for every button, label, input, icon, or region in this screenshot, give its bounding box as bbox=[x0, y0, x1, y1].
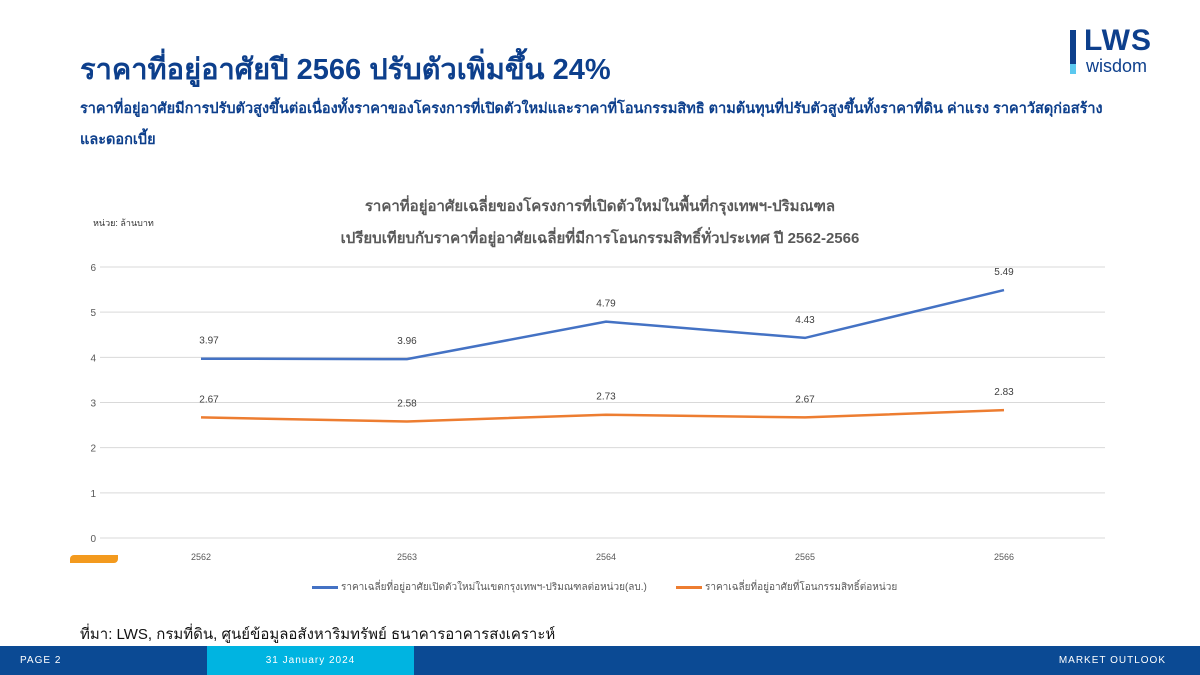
legend-item-transfers: ราคาเฉลี่ยที่อยู่อาศัยที่โอนกรรมสิทธิ์ต่… bbox=[676, 580, 897, 595]
footer: PAGE 2 31 January 2024 MARKET OUTLOOK bbox=[0, 646, 1200, 675]
lws-logo: LWS wisdom bbox=[1068, 24, 1178, 76]
line-chart: 0 1 2 3 4 5 6 2562 2563 2564 2565 2566 3.97 3.96 4.79 4… bbox=[90, 263, 1105, 562]
y-tick-label: 3 bbox=[90, 399, 96, 410]
y-tick-label: 0 bbox=[90, 534, 96, 545]
source-note: ที่มา: LWS, กรมที่ดิน, ศูนย์ข้อมูลอสังหา… bbox=[80, 626, 556, 643]
y-tick-label: 4 bbox=[90, 353, 96, 364]
data-label: 2.67 bbox=[199, 394, 219, 405]
data-label: 2.58 bbox=[397, 398, 417, 409]
x-tick-label: 2564 bbox=[596, 552, 616, 562]
data-label: 2.73 bbox=[596, 392, 616, 403]
chart-title-line2: เปรียบเทียบกับราคาที่อยู่อาศัยเฉลี่ยที่ม… bbox=[340, 230, 860, 247]
logo-brand: LWS bbox=[1084, 24, 1152, 57]
footer-date: 31 January 2024 bbox=[207, 646, 414, 675]
chart-title-line1: ราคาที่อยู่อาศัยเฉลี่ยของโครงการที่เปิดต… bbox=[364, 198, 836, 215]
y-tick-label: 6 bbox=[90, 263, 96, 274]
x-tick-label: 2562 bbox=[191, 552, 211, 562]
y-tick-label: 2 bbox=[90, 444, 96, 455]
page-title: ราคาที่อยู่อาศัยปี 2566 ปรับตัวเพิ่มขึ้น… bbox=[80, 54, 611, 86]
data-label: 3.96 bbox=[397, 336, 417, 347]
data-label: 2.67 bbox=[795, 394, 815, 405]
data-label: 5.49 bbox=[994, 267, 1014, 278]
data-label: 3.97 bbox=[199, 336, 219, 347]
legend-label: ราคาเฉลี่ยที่อยู่อาศัยที่โอนกรรมสิทธิ์ต่… bbox=[705, 582, 898, 593]
logo-tagline: wisdom bbox=[1086, 56, 1148, 76]
data-label: 2.83 bbox=[994, 387, 1014, 398]
page-subtitle: ราคาที่อยู่อาศัยมีการปรับตัวสูงขึ้นต่อเน… bbox=[80, 101, 1103, 148]
legend-item-new-projects: ราคาเฉลี่ยที่อยู่อาศัยเปิดตัวใหม่ในเขตกร… bbox=[312, 580, 647, 595]
series-line-0 bbox=[200, 288, 1005, 361]
y-tick-label: 1 bbox=[90, 489, 96, 500]
x-tick-label: 2565 bbox=[795, 552, 815, 562]
page-number: PAGE 2 bbox=[20, 655, 62, 666]
decorative-bar bbox=[70, 555, 118, 563]
legend-label: ราคาเฉลี่ยที่อยู่อาศัยเปิดตัวใหม่ในเขตกร… bbox=[341, 582, 647, 593]
y-axis-unit: หน่วย: ล้านบาท bbox=[93, 218, 154, 228]
data-label: 4.79 bbox=[596, 299, 616, 310]
y-tick-label: 5 bbox=[90, 308, 96, 319]
x-tick-label: 2566 bbox=[994, 552, 1014, 562]
series-line-1 bbox=[200, 408, 1005, 423]
footer-section: MARKET OUTLOOK bbox=[1058, 655, 1166, 666]
x-tick-label: 2563 bbox=[397, 552, 417, 562]
data-label: 4.43 bbox=[795, 315, 815, 326]
